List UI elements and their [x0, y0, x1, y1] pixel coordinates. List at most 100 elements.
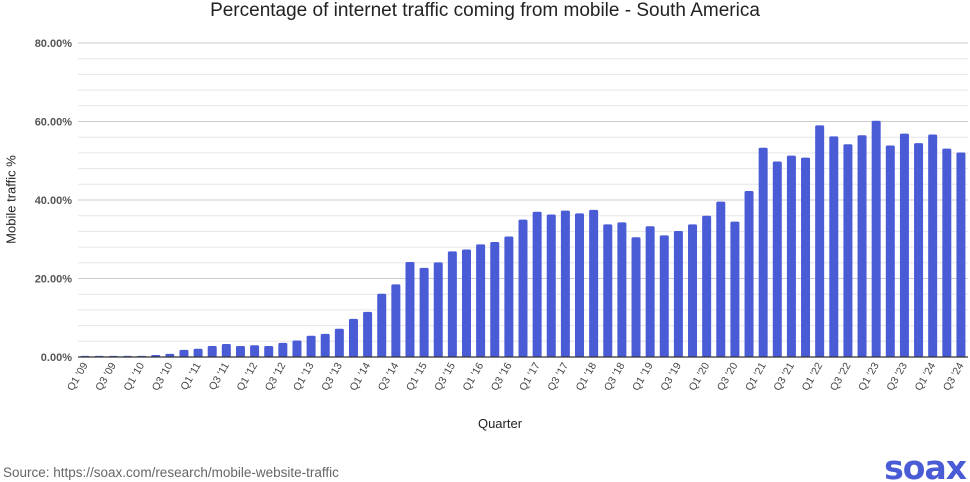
x-tick-label: Q3 '22: [828, 360, 854, 393]
bar: [518, 219, 528, 357]
chart-title: Percentage of internet traffic coming fr…: [210, 0, 760, 21]
bar: [702, 215, 712, 357]
bar: [603, 224, 613, 357]
bar: [871, 120, 881, 357]
x-tick-label: Q3 '18: [602, 360, 628, 393]
x-tick-label: Q1 '10: [121, 360, 147, 393]
bar: [730, 221, 740, 357]
bar: [292, 340, 302, 357]
x-tick-label: Q1 '13: [291, 360, 317, 393]
x-tick-label: Q3 '15: [432, 360, 458, 393]
bar: [716, 201, 726, 357]
bar: [193, 348, 203, 357]
bar: [617, 222, 627, 357]
bar: [377, 293, 387, 357]
bar: [560, 210, 570, 357]
bar: [433, 262, 443, 357]
bar: [575, 213, 585, 357]
bar: [801, 157, 811, 357]
y-tick-label: 0.00%: [41, 352, 72, 364]
x-tick-label: Q1 '23: [856, 360, 882, 393]
x-tick-label: Q1 '14: [348, 360, 374, 393]
x-tick-label: Q1 '09: [65, 360, 91, 393]
source-text: Source: https://soax.com/research/mobile…: [3, 465, 339, 480]
bar: [914, 143, 924, 357]
y-tick-label: 40.00%: [35, 195, 73, 207]
bar: [786, 155, 796, 357]
bar: [264, 346, 274, 357]
bar: [334, 328, 344, 357]
x-tick-label: Q1 '11: [178, 360, 203, 392]
bar: [857, 135, 867, 357]
bar: [306, 335, 316, 357]
bar: [942, 148, 952, 357]
bar: [207, 346, 217, 357]
bar: [419, 267, 429, 357]
x-tick-label: Q3 '09: [93, 360, 119, 393]
x-tick-label: Q3 '23: [884, 360, 910, 393]
x-tick-label: Q3 '16: [489, 360, 515, 393]
bar: [673, 231, 683, 357]
bar: [250, 345, 260, 357]
x-tick-label: Q3 '21: [771, 360, 797, 393]
x-tick-label: Q1 '15: [404, 360, 430, 393]
bar: [348, 318, 358, 357]
x-tick-label: Q1 '22: [800, 360, 826, 393]
y-tick-label: 20.00%: [35, 274, 73, 286]
bar: [546, 214, 556, 357]
bar: [490, 241, 500, 357]
bar: [843, 144, 853, 357]
bar: [235, 346, 245, 357]
bar: [165, 353, 175, 357]
x-tick-label: Q1 '18: [574, 360, 600, 393]
bar: [631, 237, 641, 357]
bar: [815, 125, 825, 357]
x-tick-label: Q1 '21: [743, 360, 769, 393]
bar: [476, 244, 486, 357]
x-tick-label: Q3 '13: [319, 360, 345, 393]
x-tick-label: Q1 '17: [517, 360, 543, 393]
x-tick-label: Q3 '17: [545, 360, 571, 393]
bar: [278, 342, 288, 357]
x-tick-label: Q1 '16: [461, 360, 487, 393]
x-tick-label: Q3 '19: [658, 360, 684, 393]
y-tick-label: 60.00%: [35, 117, 73, 129]
x-tick-label: Q3 '10: [150, 360, 176, 393]
bar: [758, 147, 768, 357]
x-tick-label: Q3 '14: [376, 360, 402, 393]
soax-logo: soax: [884, 448, 967, 482]
x-tick-label: Q1 '19: [630, 360, 656, 393]
bar: [179, 349, 189, 357]
bar: [589, 209, 599, 357]
bar: [221, 344, 231, 357]
bar: [659, 235, 669, 357]
bar: [461, 249, 471, 357]
bar: [504, 236, 514, 357]
bar: [829, 136, 839, 357]
x-tick-label: Q1 '20: [687, 360, 713, 393]
x-tick-label: Q3 '12: [263, 360, 289, 393]
x-tick-label: Q3 '24: [941, 360, 967, 393]
bar: [391, 284, 401, 357]
bar: [885, 145, 895, 357]
bar: [645, 226, 655, 357]
bar: [928, 134, 938, 357]
bar: [363, 311, 373, 357]
bar: [744, 190, 754, 357]
bar: [772, 161, 782, 357]
bar: [320, 333, 330, 357]
x-tick-label: Q3 '11: [207, 360, 232, 392]
bar: [405, 262, 415, 357]
bar: [447, 251, 457, 357]
y-tick-label: 80.00%: [35, 38, 73, 50]
bar: [532, 211, 542, 357]
bar: [899, 133, 909, 357]
bar: [688, 224, 698, 357]
x-tick-label: Q3 '20: [715, 360, 741, 393]
x-axis-label: Quarter: [477, 416, 523, 431]
x-tick-label: Q1 '24: [913, 360, 939, 393]
bar: [956, 152, 966, 357]
x-tick-label: Q1 '12: [234, 360, 260, 393]
